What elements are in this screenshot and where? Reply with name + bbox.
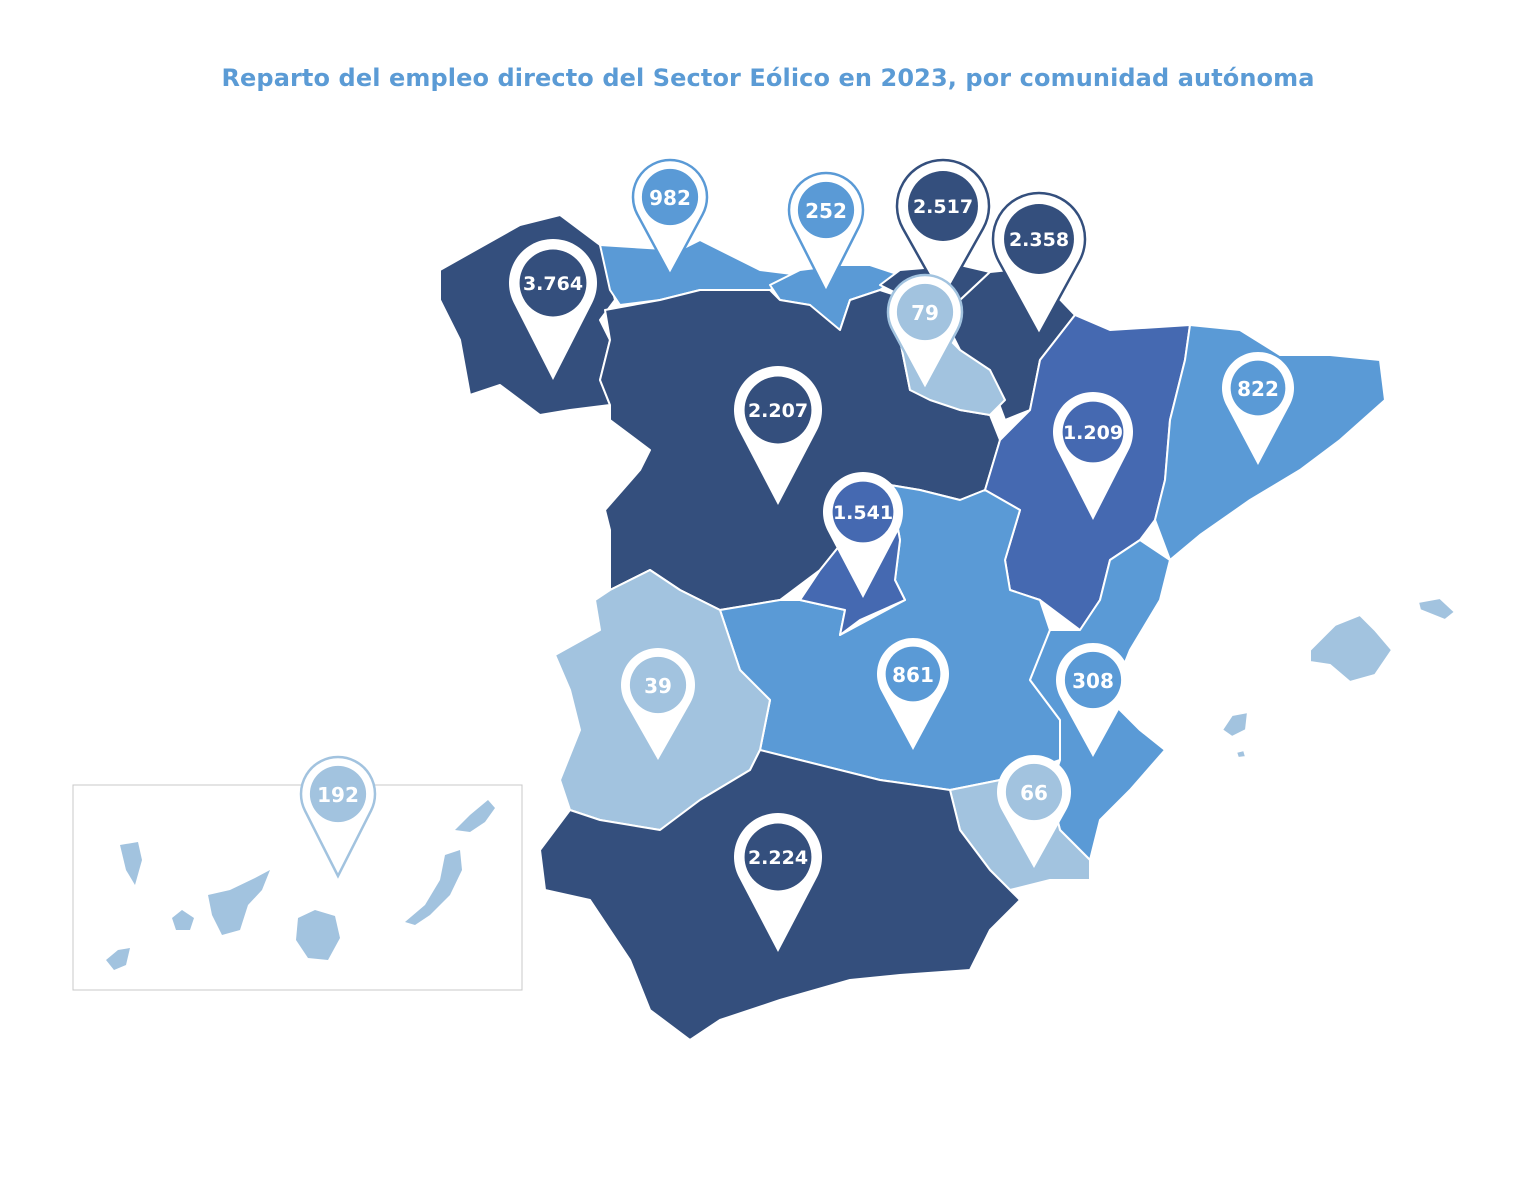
pin-value: 1.541 (833, 502, 893, 524)
pin-badge (1230, 360, 1286, 416)
pin-value: 2.358 (1009, 229, 1069, 251)
canary-islands-inset (72, 784, 523, 991)
pin-value: 192 (317, 783, 359, 807)
pin-value: 39 (644, 674, 672, 698)
pin-1.541: 1.541 (823, 471, 903, 598)
island-el-hierro (106, 948, 130, 970)
pin-value: 2.517 (913, 196, 973, 218)
pin-66: 66 (997, 755, 1071, 868)
pin-value: 308 (1072, 669, 1114, 693)
pin-value: 2.224 (748, 847, 808, 869)
pin-252: 252 (787, 171, 865, 295)
pin-2.224: 2.224 (734, 813, 822, 952)
regions (439, 214, 1456, 1041)
pin-192: 192 (299, 755, 377, 879)
pin-2.517: 2.517 (895, 158, 991, 303)
pin-badge (744, 376, 812, 444)
pin-badge (1064, 651, 1122, 709)
pin-3.764: 3.764 (509, 238, 597, 380)
island-menorca (1417, 597, 1456, 621)
pin-79: 79 (886, 273, 964, 393)
pin-badge (832, 481, 894, 543)
pin-308: 308 (1056, 642, 1130, 757)
island-tenerife (208, 870, 270, 935)
pin-badge (908, 171, 978, 241)
pin-badge (519, 249, 587, 317)
pin-badge (744, 823, 812, 891)
pin-value: 982 (649, 186, 691, 210)
pin-badge (896, 283, 954, 341)
pin-value: 3.764 (523, 273, 583, 295)
map-title: Reparto del empleo directo del Sector Eó… (221, 64, 1315, 92)
pin-value: 79 (911, 301, 939, 325)
pin-badge (1004, 204, 1074, 274)
pin-1.209: 1.209 (1053, 391, 1134, 520)
pin-value: 861 (892, 663, 934, 687)
pin-822: 822 (1222, 351, 1295, 465)
pin-value: 252 (805, 199, 847, 223)
island-gran-canaria (296, 910, 340, 960)
pin-value: 66 (1020, 781, 1048, 805)
pin-value: 1.209 (1063, 422, 1123, 444)
island-la-gomera (172, 910, 194, 930)
island-la-palma (120, 842, 142, 885)
pin-badge (797, 181, 855, 239)
pin-982: 982 (631, 158, 709, 278)
pin-39: 39 (621, 648, 695, 760)
pin-value: 2.207 (748, 400, 808, 422)
region-cataluna (1154, 324, 1386, 561)
pin-badge (1062, 401, 1124, 463)
pin-badge (641, 168, 699, 226)
pin-2.207: 2.207 (734, 366, 823, 505)
island-mallorca (1309, 614, 1393, 683)
pin-value: 822 (1237, 377, 1279, 401)
pin-badge (629, 656, 687, 714)
pin-2.358: 2.358 (991, 191, 1087, 338)
pin-861: 861 (876, 638, 950, 750)
island-formentera (1235, 749, 1247, 759)
pin-badge (1005, 763, 1063, 821)
pin-badge (885, 646, 941, 702)
island-ibiza (1221, 711, 1249, 738)
islands (106, 800, 495, 970)
pins: 3.764 982 252 2.517 2.358 79 2.207 1.209 822 1.54… (299, 158, 1295, 952)
pin-badge (309, 765, 367, 823)
island-lanzarote (455, 800, 495, 832)
island-fuerteventura (405, 850, 462, 925)
